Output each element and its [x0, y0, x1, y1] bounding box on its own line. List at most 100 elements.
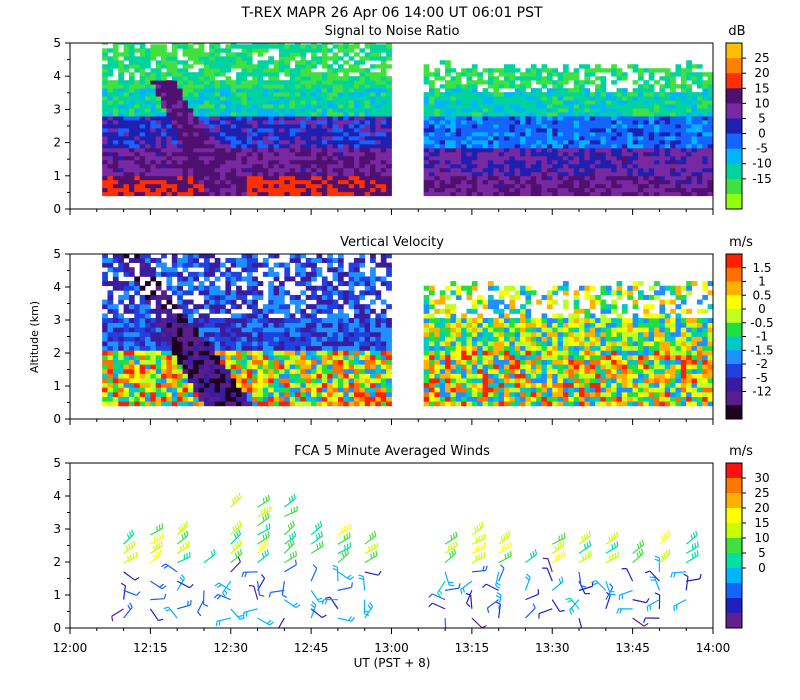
snr-cell	[150, 175, 157, 181]
velocity-cell	[102, 271, 108, 277]
snr-cell	[161, 131, 167, 137]
snr-cell	[686, 60, 692, 65]
snr-cell	[380, 92, 387, 97]
snr-cell	[273, 179, 280, 185]
snr-cell	[520, 183, 526, 189]
snr-cell	[123, 44, 130, 49]
snr-cell	[107, 151, 114, 157]
velocity-cell	[198, 378, 205, 384]
snr-cell	[530, 159, 537, 165]
snr-cell	[557, 124, 564, 129]
velocity-cell	[273, 364, 280, 370]
snr-cell	[182, 131, 189, 137]
snr-cell	[370, 43, 376, 45]
snr-cell	[439, 84, 446, 89]
snr-cell	[680, 96, 687, 101]
snr-cell	[321, 76, 328, 81]
velocity-cell	[150, 373, 157, 379]
velocity-cell	[118, 373, 124, 379]
velocity-cell	[284, 378, 291, 384]
snr-cell	[600, 143, 607, 149]
velocity-cell	[177, 318, 183, 324]
snr-cell	[123, 84, 130, 89]
snr-cell	[257, 159, 264, 165]
snr-cell	[487, 108, 494, 113]
velocity-cell	[107, 345, 114, 351]
snr-cell	[380, 167, 387, 173]
velocity-cell	[193, 271, 199, 277]
snr-cell	[241, 84, 248, 89]
velocity-cell	[182, 378, 189, 384]
snr-cell	[450, 135, 457, 141]
snr-cell	[155, 131, 162, 137]
velocity-cell	[284, 304, 291, 310]
velocity-cell	[171, 382, 178, 388]
velocity-cell	[150, 271, 157, 277]
snr-cell	[118, 72, 124, 77]
snr-cell	[284, 96, 291, 101]
snr-cell	[530, 72, 537, 77]
velocity-cell	[128, 285, 135, 291]
snr-cell	[332, 187, 339, 193]
snr-cell	[477, 135, 483, 141]
velocity-cell	[139, 327, 146, 333]
velocity-cell	[150, 387, 157, 393]
snr-cell	[643, 104, 650, 109]
snr-cell	[546, 171, 553, 177]
snr-cell	[284, 48, 291, 53]
velocity-cell	[289, 378, 296, 384]
velocity-cell	[203, 331, 210, 337]
snr-cell	[284, 80, 291, 85]
snr-cell	[471, 191, 478, 197]
snr-cell	[680, 175, 687, 181]
velocity-cell	[150, 341, 157, 347]
velocity-cell	[241, 364, 248, 370]
velocity-cell	[262, 304, 269, 310]
snr-cell	[702, 92, 709, 97]
snr-cell	[680, 135, 687, 141]
snr-cell	[584, 108, 591, 113]
velocity-cell	[332, 354, 339, 360]
velocity-cell	[145, 304, 151, 310]
velocity-cell	[295, 396, 301, 402]
snr-cell	[107, 108, 114, 113]
snr-cell	[225, 84, 232, 89]
snr-cell	[691, 179, 698, 185]
snr-cell	[659, 120, 666, 125]
snr-cell	[289, 120, 296, 125]
snr-cell	[257, 139, 264, 145]
snr-cell	[353, 124, 360, 129]
snr-cell	[643, 108, 650, 113]
snr-cell	[343, 183, 350, 189]
snr-cell	[589, 159, 596, 165]
snr-cell	[193, 52, 199, 57]
velocity-cell	[230, 276, 237, 282]
velocity-cell	[305, 322, 312, 328]
snr-cell	[654, 96, 660, 101]
velocity-cell	[198, 391, 205, 397]
snr-cell	[589, 187, 596, 193]
snr-cell	[300, 76, 307, 81]
snr-cell	[439, 100, 446, 105]
snr-cell	[466, 187, 473, 193]
snr-cell	[477, 112, 483, 117]
snr-cell	[236, 151, 242, 157]
snr-cell	[236, 116, 242, 121]
snr-cell	[214, 124, 221, 129]
snr-cell	[327, 171, 333, 177]
snr-cell	[584, 68, 591, 73]
velocity-cell	[295, 262, 301, 268]
snr-cell	[498, 120, 505, 125]
snr-cell	[305, 88, 312, 93]
snr-cell	[155, 139, 162, 145]
velocity-cell	[134, 378, 141, 384]
velocity-cell	[273, 276, 280, 282]
snr-cell	[177, 167, 183, 173]
velocity-cell	[123, 285, 130, 291]
snr-cell	[295, 84, 301, 89]
velocity-cell	[209, 382, 216, 388]
snr-cell	[225, 159, 232, 165]
snr-cell	[675, 159, 682, 165]
snr-cell	[525, 151, 532, 157]
snr-cell	[546, 183, 553, 189]
